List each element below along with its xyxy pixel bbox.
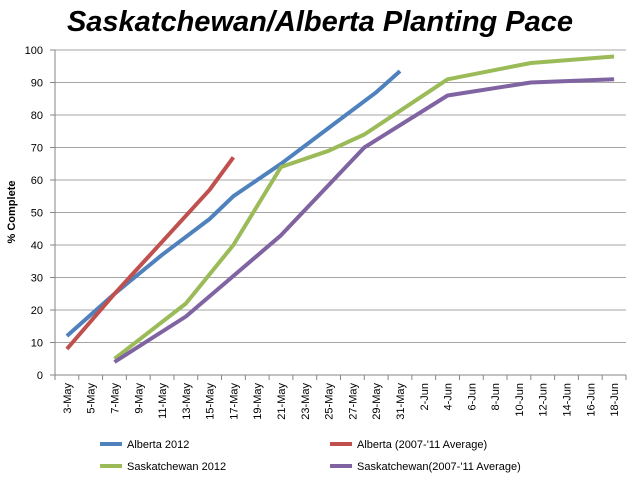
y-tick-label: 90 (31, 78, 43, 90)
x-tick-label: 23-May (300, 383, 312, 420)
x-tick-labels: 3-May 5-May 7-May 9-May 11-May 13-May 15-May 17… (62, 383, 621, 420)
x-tick-label: 8-Jun (490, 383, 502, 411)
legend-label: Alberta (2007-'11 Average) (357, 439, 487, 451)
legend-label: Alberta 2012 (127, 439, 189, 451)
legend: Alberta 2012 Alberta (2007-'11 Average) Sa… (100, 439, 521, 473)
x-tick-label: 3-May (62, 383, 74, 414)
y-tick-label: 40 (31, 240, 43, 252)
y-tick-label: 70 (31, 143, 43, 155)
x-tick-label: 12-Jun (538, 383, 550, 417)
x-tick-label: 13-May (181, 383, 193, 420)
series-line-2 (113, 54, 615, 361)
y-tick-labels: 0 10 20 30 40 50 60 70 80 90 100 (25, 45, 43, 382)
series-line-3 (113, 77, 615, 364)
x-tick-label: 9-May (133, 383, 145, 414)
x-tick-label: 18-Jun (609, 383, 621, 417)
y-tick-label: 20 (31, 305, 43, 317)
x-tick-label: 17-May (228, 383, 240, 420)
series-line-0 (65, 69, 402, 338)
x-tick-label: 19-May (252, 383, 264, 420)
x-tick-label: 25-May (324, 383, 336, 420)
y-tick-label: 50 (31, 208, 43, 220)
x-tick-label: 21-May (276, 383, 288, 420)
x-tick-label: 14-Jun (562, 383, 574, 417)
series-line-1 (65, 156, 236, 351)
x-tick-label: 31-May (395, 383, 407, 420)
legend-label: Saskatchewan(2007-'11 Average) (357, 461, 521, 473)
chart-title: Saskatchewan/Alberta Planting Pace (67, 6, 573, 38)
y-tick-label: 100 (25, 45, 43, 57)
x-tick-label: 11-May (157, 383, 169, 419)
y-tick-label: 0 (37, 370, 43, 382)
x-tick-label: 5-May (86, 383, 98, 414)
x-tick-label: 10-Jun (514, 383, 526, 417)
x-tick-label: 16-Jun (585, 383, 597, 417)
axes (50, 49, 627, 380)
gridlines (55, 49, 626, 343)
y-tick-label: 80 (31, 110, 43, 122)
x-tick-label: 7-May (109, 383, 121, 414)
x-tick-label: 29-May (371, 383, 383, 420)
legend-label: Saskatchewan 2012 (127, 461, 226, 473)
y-axis-label: % Complete (6, 181, 18, 244)
y-tick-label: 60 (31, 175, 43, 187)
x-tick-label: 4-Jun (443, 383, 455, 411)
series-lines (65, 54, 615, 364)
y-tick-label: 10 (31, 338, 43, 350)
y-tick-label: 30 (31, 273, 43, 285)
x-tick-label: 6-Jun (466, 383, 478, 411)
x-tick-label: 27-May (347, 383, 359, 420)
x-tick-label: 2-Jun (419, 383, 431, 411)
x-tick-label: 15-May (205, 383, 217, 420)
